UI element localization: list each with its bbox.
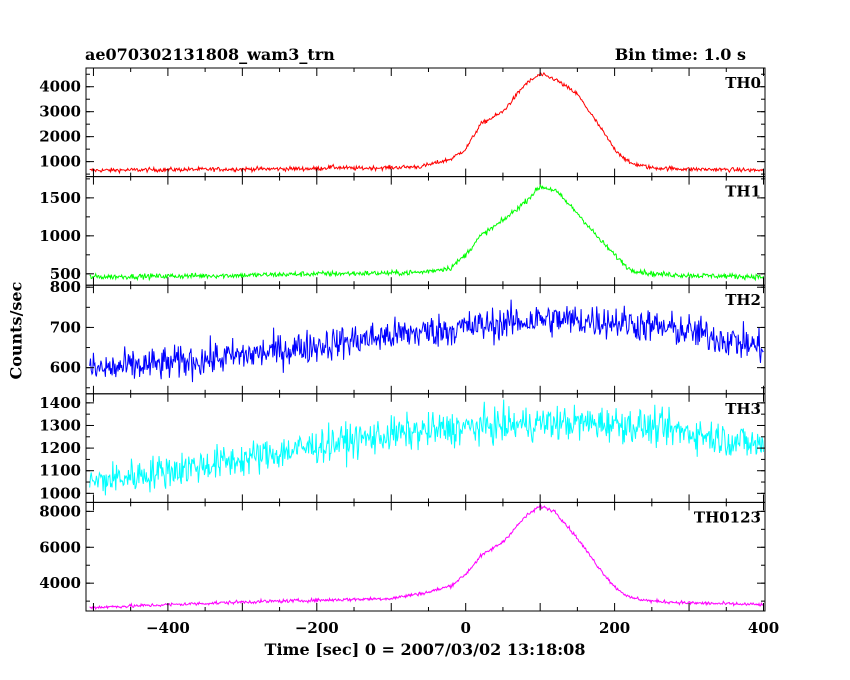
series-line-th0 <box>89 71 764 175</box>
y-tick-label-th3: 1100 <box>39 462 81 480</box>
x-tick-label: 0 <box>460 619 470 637</box>
y-tick-label-th3: 1000 <box>39 484 81 502</box>
bin-time-label: Bin time: 1.0 s <box>614 45 746 64</box>
x-tick-label: −400 <box>146 619 190 637</box>
panel-frame-th3 <box>85 393 766 503</box>
series-line-th1 <box>89 183 764 282</box>
panel-frame-th0123 <box>85 501 766 612</box>
y-tick-label-th1: 1000 <box>39 227 81 245</box>
x-axis-label: Time [sec] 0 = 2007/03/02 13:18:08 <box>264 640 586 659</box>
y-tick-label-th3: 1400 <box>39 394 81 412</box>
y-tick-label-th0: 4000 <box>39 78 81 96</box>
observation-id-label: ae070302131808_wam3_trn <box>85 45 335 64</box>
series-line-th3 <box>89 399 764 496</box>
panel-label-th1: TH1 <box>725 183 761 201</box>
y-tick-label-th1: 1500 <box>39 189 81 207</box>
y-tick-label-th3: 1300 <box>39 416 81 434</box>
y-tick-label-th2: 800 <box>50 278 81 296</box>
y-tick-label-th0123: 6000 <box>39 538 81 556</box>
x-tick-label: 400 <box>748 619 779 637</box>
y-tick-label-th0: 2000 <box>39 128 81 146</box>
y-tick-label-th0: 1000 <box>39 153 81 171</box>
panel-frame-th2 <box>85 284 766 395</box>
y-tick-label-th0123: 4000 <box>39 574 81 592</box>
y-tick-label-th2: 700 <box>50 318 81 336</box>
panel-label-th0: TH0 <box>725 74 761 92</box>
series-line-th0123 <box>89 503 764 611</box>
x-tick-label: 200 <box>599 619 630 637</box>
series-line-th2 <box>89 299 764 383</box>
panel-frame-th1 <box>85 176 766 286</box>
y-tick-label-th0: 3000 <box>39 103 81 121</box>
panel-label-th0123: TH0123 <box>694 508 761 526</box>
panel-label-th3: TH3 <box>725 400 761 418</box>
x-tick-label: −200 <box>295 619 339 637</box>
y-tick-label-th3: 1200 <box>39 439 81 457</box>
y-tick-label-th1: 500 <box>50 265 81 283</box>
panel-frame-th0 <box>85 67 766 178</box>
y-tick-label-th0123: 8000 <box>39 502 81 520</box>
panel-label-th2: TH2 <box>725 291 761 309</box>
y-tick-label-th2: 600 <box>50 359 81 377</box>
